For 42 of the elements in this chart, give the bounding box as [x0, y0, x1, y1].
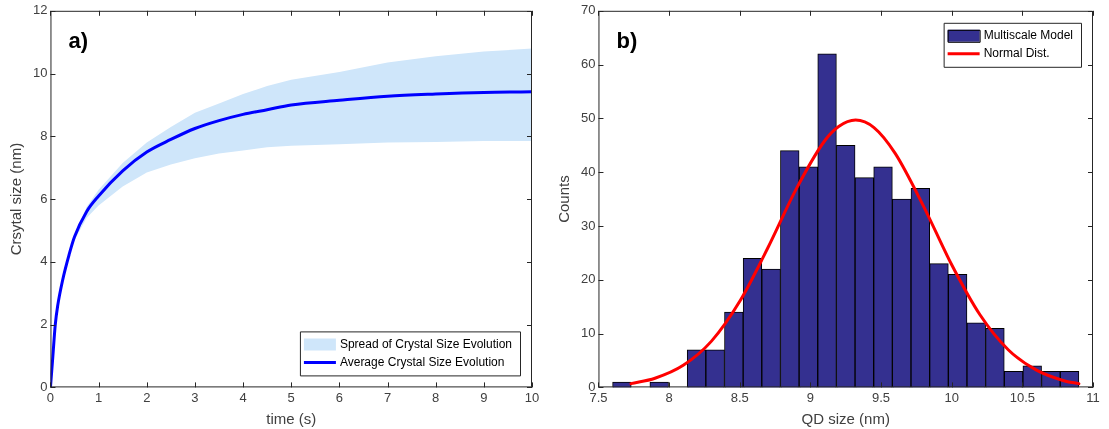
y-tick-label: 2 — [40, 316, 48, 332]
y-tick-label: 70 — [580, 2, 596, 18]
x-tick-label: 9.5 — [872, 389, 891, 405]
x-tick-label: 11 — [1086, 389, 1100, 405]
x-axis-title: QD size (nm) — [801, 410, 890, 428]
legend-label: Average Crystal Size Evolution — [339, 354, 505, 369]
x-tick-label: 10.5 — [1009, 389, 1036, 405]
x-tick-label: 10 — [944, 389, 959, 405]
y-tick-label: 20 — [580, 271, 596, 287]
x-tick-label: 9 — [806, 389, 815, 405]
x-tick-label: 9 — [480, 389, 488, 405]
y-tick-label: 4 — [40, 253, 48, 269]
x-tick-label: 4 — [239, 389, 247, 405]
y-tick-label: 60 — [580, 56, 596, 72]
annotation: a) — [68, 27, 89, 53]
x-tick-label: 5 — [287, 389, 295, 405]
y-tick-label: 12 — [32, 2, 48, 18]
legend-label: Multiscale Model — [983, 28, 1074, 43]
legend-label: Spread of Crystal Size Evolution — [339, 336, 513, 351]
x-tick-label: 8 — [432, 389, 440, 405]
y-tick-label: 6 — [40, 190, 48, 206]
y-tick-label: 40 — [580, 163, 596, 179]
x-tick-label: 7 — [383, 389, 392, 405]
annotation: b) — [616, 27, 638, 53]
legend-label: Normal Dist. — [983, 46, 1050, 61]
y-axis-title: Counts — [555, 175, 573, 223]
x-tick-label: 2 — [143, 389, 151, 405]
y-tick-label: 30 — [580, 217, 596, 233]
x-tick-label: 8.5 — [730, 389, 749, 405]
x-tick-label: 8 — [665, 389, 673, 405]
x-axis-title: time (s) — [266, 410, 317, 428]
y-tick-label: 8 — [40, 127, 48, 143]
y-tick-label: 50 — [580, 109, 596, 125]
x-tick-label: 3 — [191, 389, 199, 405]
x-tick-label: 1 — [95, 389, 103, 405]
y-tick-label: 10 — [32, 65, 48, 81]
y-tick-label: 10 — [580, 325, 596, 341]
x-tick-label: 6 — [335, 389, 343, 405]
y-tick-label: 0 — [40, 378, 48, 394]
y-axis-title: Crsytal size (nm) — [7, 142, 25, 256]
x-tick-label: 10 — [524, 389, 540, 405]
y-tick-label: 0 — [588, 378, 596, 394]
